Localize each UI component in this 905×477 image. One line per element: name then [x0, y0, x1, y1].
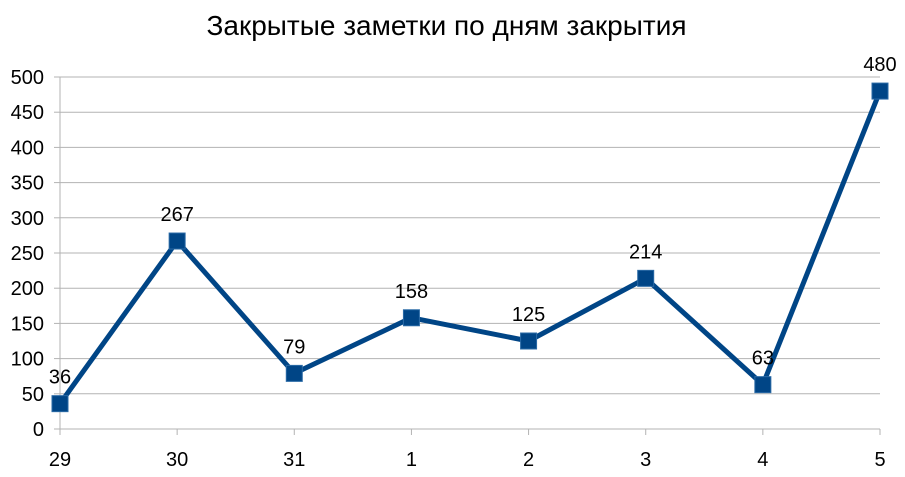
- x-tick-label: 4: [757, 449, 768, 471]
- y-tick-label: 0: [33, 419, 44, 441]
- y-tick-label: 150: [11, 313, 44, 335]
- data-point: [168, 232, 186, 250]
- x-tick-label: 5: [874, 449, 885, 471]
- x-tick-label: 3: [640, 449, 651, 471]
- data-point: [51, 395, 69, 413]
- series-line: [57, 88, 883, 407]
- data-label: 158: [395, 281, 428, 303]
- data-label: 480: [863, 54, 896, 76]
- y-tick-label: 400: [11, 137, 44, 159]
- data-point: [637, 269, 655, 287]
- x-tick-label: 30: [166, 449, 188, 471]
- data-label: 79: [283, 336, 305, 358]
- data-point: [285, 364, 303, 382]
- y-tick-label: 300: [11, 208, 44, 230]
- y-tick-label: 250: [11, 243, 44, 265]
- data-point: [402, 309, 420, 327]
- data-point: [871, 82, 889, 100]
- y-tick-label: 200: [11, 278, 44, 300]
- y-tick-label: 350: [11, 173, 44, 195]
- chart-title: Закрытые заметки по дням закрытия: [206, 10, 687, 41]
- data-point: [520, 332, 538, 350]
- x-tick-label: 31: [283, 449, 305, 471]
- y-tick-label: 500: [11, 67, 44, 89]
- data-label: 36: [49, 367, 71, 389]
- x-tick-label: 1: [406, 449, 417, 471]
- y-tick-label: 100: [11, 349, 44, 371]
- data-label: 267: [160, 204, 193, 226]
- data-label: 214: [629, 241, 662, 263]
- data-label: 125: [512, 304, 545, 326]
- y-tick-label: 450: [11, 102, 44, 124]
- data-label: 63: [752, 348, 774, 370]
- x-tick-label: 2: [523, 449, 534, 471]
- x-tick-label: 29: [49, 449, 71, 471]
- data-point: [754, 376, 772, 394]
- y-tick-label: 50: [22, 384, 44, 406]
